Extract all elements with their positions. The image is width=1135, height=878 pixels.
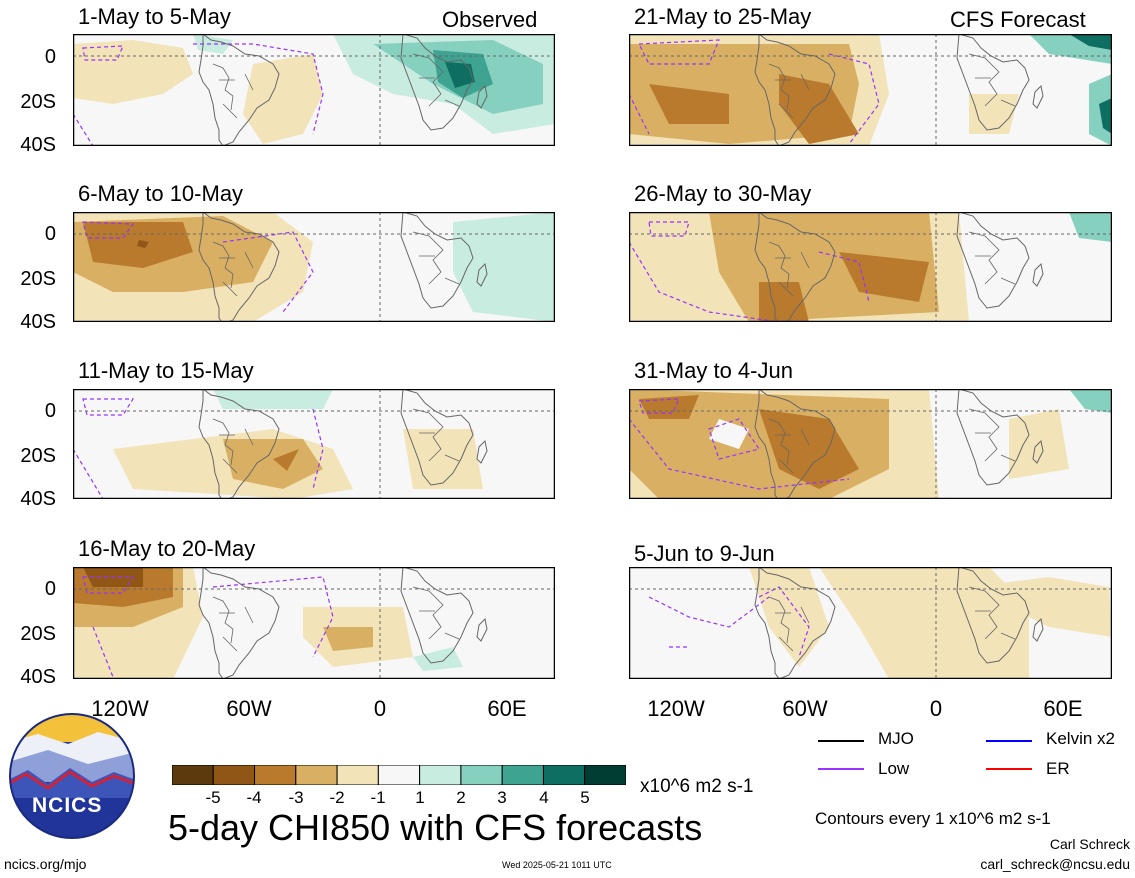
legend-line-low bbox=[818, 768, 864, 770]
colorbar-swatch bbox=[460, 765, 503, 785]
y-label-0-p4: 0 bbox=[44, 578, 56, 600]
author-email: carl_schreck@ncsu.edu bbox=[980, 856, 1130, 872]
map-panel-8 bbox=[629, 567, 1112, 679]
x-label-60e-left: 60E bbox=[487, 696, 527, 721]
panel-title-6: 26-May to 30-May bbox=[634, 181, 812, 206]
map-panel-1 bbox=[73, 34, 555, 146]
y-label-40s-p3: 40S bbox=[20, 488, 56, 510]
colorbar-label-m5: -5 bbox=[205, 788, 221, 807]
x-label-60w-left: 60W bbox=[226, 696, 272, 721]
colorbar-swatch bbox=[336, 765, 379, 785]
colorbar-swatch bbox=[542, 765, 586, 785]
colorbar-label-1: 1 bbox=[415, 788, 425, 807]
legend-label-low: Low bbox=[878, 759, 910, 778]
colorbar-units: x10^6 m2 s-1 bbox=[640, 776, 754, 797]
legend-label-mjo: MJO bbox=[878, 729, 914, 748]
colorbar-label-5: 5 bbox=[580, 788, 590, 807]
y-label-0-p2: 0 bbox=[44, 223, 56, 245]
colorbar-label-m4: -4 bbox=[246, 788, 262, 807]
y-label-40s-p2: 40S bbox=[20, 311, 56, 333]
x-label-60w-right: 60W bbox=[782, 696, 828, 721]
map-panel-5 bbox=[629, 34, 1112, 146]
colorbar-swatch bbox=[172, 765, 214, 785]
legend-label-er: ER bbox=[1046, 759, 1070, 778]
panel-tag-observed: Observed bbox=[442, 7, 538, 32]
colorbar bbox=[172, 765, 626, 785]
colorbar-swatch bbox=[584, 765, 626, 785]
colorbar-label-m2: -2 bbox=[329, 788, 345, 807]
colorbar-label-3: 3 bbox=[497, 788, 507, 807]
main-title: 5-day CHI850 with CFS forecasts bbox=[168, 807, 703, 848]
colorbar-label-m1: -1 bbox=[370, 788, 386, 807]
y-label-20s-p3: 20S bbox=[20, 445, 56, 467]
legend-label-kelvin: Kelvin x2 bbox=[1046, 729, 1115, 748]
colorbar-swatch bbox=[295, 765, 338, 785]
contours-note: Contours every 1 x10^6 m2 s-1 bbox=[815, 809, 1051, 828]
panel-title-1: 1-May to 5-May bbox=[78, 4, 231, 29]
y-label-0-p3: 0 bbox=[44, 400, 56, 422]
legend-line-er bbox=[986, 768, 1032, 770]
map-panel-6 bbox=[629, 212, 1112, 322]
site-link[interactable]: ncics.org/mjo bbox=[4, 856, 87, 872]
panel-title-7: 31-May to 4-Jun bbox=[634, 358, 793, 383]
colorbar-swatch bbox=[419, 765, 462, 785]
y-label-20s-p1: 20S bbox=[20, 91, 56, 113]
panel-title-4: 16-May to 20-May bbox=[78, 536, 256, 561]
colorbar-label-m3: -3 bbox=[288, 788, 304, 807]
colorbar-swatch bbox=[501, 765, 544, 785]
colorbar-swatch bbox=[377, 765, 421, 785]
ncics-logo-text: NCICS bbox=[32, 794, 103, 817]
x-label-120w-left: 120W bbox=[91, 696, 149, 721]
map-panel-4 bbox=[73, 567, 555, 679]
x-label-120w-right: 120W bbox=[647, 696, 705, 721]
x-label-0-right: 0 bbox=[929, 696, 943, 721]
x-label-60e-right: 60E bbox=[1043, 696, 1083, 721]
panel-tag-cfs-forecast: CFS Forecast bbox=[950, 7, 1086, 32]
map-panel-2 bbox=[73, 212, 555, 322]
x-label-0-left: 0 bbox=[373, 696, 387, 721]
panel-title-5: 21-May to 25-May bbox=[634, 4, 812, 29]
timestamp: Wed 2025-05-21 1011 UTC bbox=[502, 860, 612, 870]
author: Carl Schreck bbox=[1049, 836, 1130, 852]
legend-line-kelvin bbox=[986, 740, 1032, 742]
y-label-40s-p4: 40S bbox=[20, 666, 56, 688]
panel-title-3: 11-May to 15-May bbox=[78, 358, 254, 383]
colorbar-swatch bbox=[254, 765, 297, 785]
panel-title-8: 5-Jun to 9-Jun bbox=[634, 541, 775, 566]
colorbar-label-2: 2 bbox=[456, 788, 466, 807]
map-panel-3 bbox=[73, 389, 555, 499]
colorbar-swatch bbox=[212, 765, 256, 785]
y-label-40s-p1: 40S bbox=[20, 134, 56, 156]
legend-line-mjo bbox=[818, 740, 864, 742]
y-label-20s-p4: 20S bbox=[20, 623, 56, 645]
y-label-0-p1: 0 bbox=[44, 46, 56, 68]
panel-title-2: 6-May to 10-May bbox=[78, 181, 244, 206]
y-label-20s-p2: 20S bbox=[20, 268, 56, 290]
ncics-logo bbox=[9, 713, 135, 839]
map-panel-7 bbox=[629, 389, 1112, 499]
colorbar-label-4: 4 bbox=[539, 788, 549, 807]
